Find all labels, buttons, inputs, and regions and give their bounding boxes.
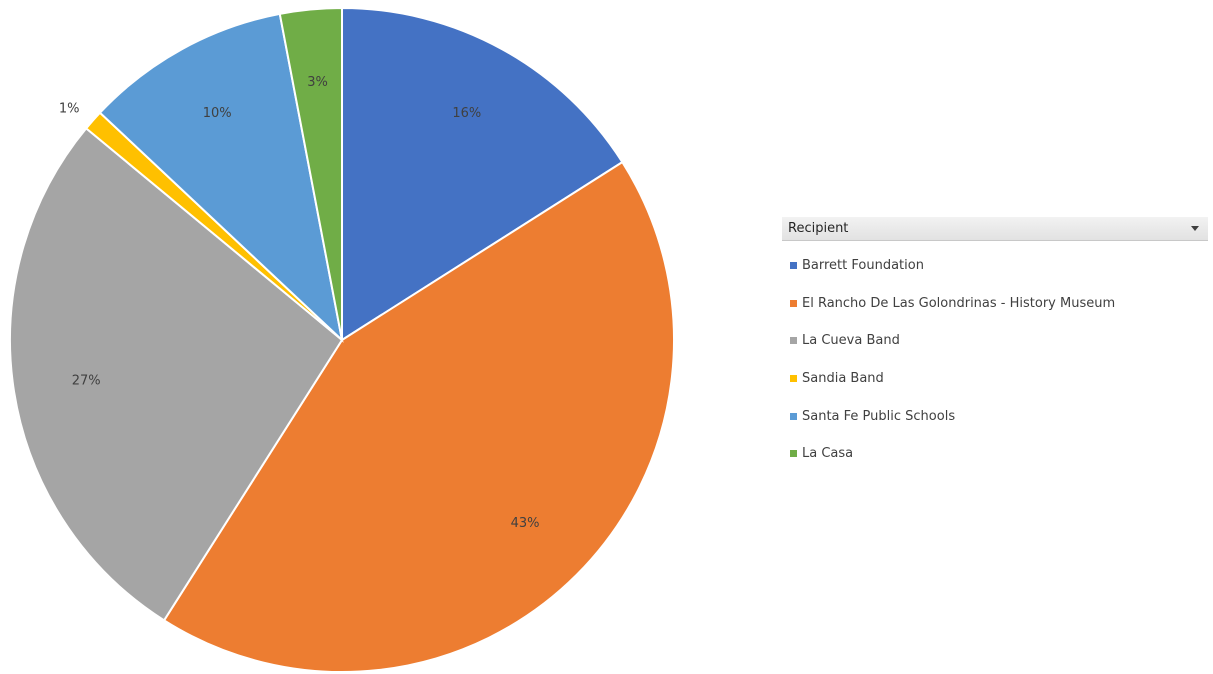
pie-slice-la-cueva-band[interactable]	[9, 126, 344, 622]
legend-item-la-casa: La Casa	[782, 435, 1212, 473]
pie-chart: 16% 43% 27% 1% 10% 3%	[9, 6, 675, 673]
pie-slice-barrett-foundation[interactable]	[341, 6, 624, 342]
pie-slice-el-rancho-de-las-golondrinas-history-museum[interactable]	[162, 160, 675, 673]
pie-slice-santa-fe-public-schools[interactable]	[98, 12, 344, 343]
legend-label: La Cueva Band	[802, 333, 900, 349]
data-label-el-rancho-de-las-golondrinas-history-museum: 43%	[511, 516, 540, 531]
dropdown-arrow-icon[interactable]	[1191, 226, 1199, 231]
legend-swatch	[790, 337, 797, 345]
legend-swatch	[790, 450, 797, 458]
legend-label: La Casa	[802, 446, 854, 462]
legend-item-el-rancho-de-las-golondrinas-history-museum: El Rancho De Las Golondrinas - History M…	[782, 285, 1212, 323]
data-label-santa-fe-public-schools: 10%	[203, 106, 232, 121]
legend: Recipient Barrett Foundation El Rancho De…	[782, 217, 1212, 473]
legend-swatch	[790, 299, 797, 307]
legend-swatch	[790, 412, 797, 420]
legend-swatch	[790, 262, 797, 270]
legend-label: Barrett Foundation	[802, 258, 924, 274]
data-label-la-casa: 3%	[307, 75, 328, 90]
legend-item-la-cueva-band: La Cueva Band	[782, 322, 1212, 360]
legend-filter-header[interactable]: Recipient	[782, 217, 1208, 241]
legend-label: Sandia Band	[802, 371, 884, 387]
legend-label: El Rancho De Las Golondrinas - History M…	[802, 295, 1116, 311]
data-label-sandia-band: 1%	[59, 102, 80, 117]
legend-swatch	[790, 375, 797, 383]
pie-slices	[9, 6, 675, 673]
pie-slice-la-casa[interactable]	[278, 6, 343, 341]
data-label-la-cueva-band: 27%	[72, 374, 101, 389]
pie-data-labels: 16% 43% 27% 1% 10% 3%	[59, 75, 540, 531]
legend-title: Recipient	[788, 221, 849, 236]
legend-item-santa-fe-public-schools: Santa Fe Public Schools	[782, 397, 1212, 435]
data-label-barrett-foundation: 16%	[452, 106, 481, 121]
legend-items: Barrett Foundation El Rancho De Las Golon…	[782, 247, 1212, 473]
legend-item-barrett-foundation: Barrett Foundation	[782, 247, 1212, 285]
legend-item-sandia-band: Sandia Band	[782, 360, 1212, 398]
legend-label: Santa Fe Public Schools	[802, 408, 956, 424]
